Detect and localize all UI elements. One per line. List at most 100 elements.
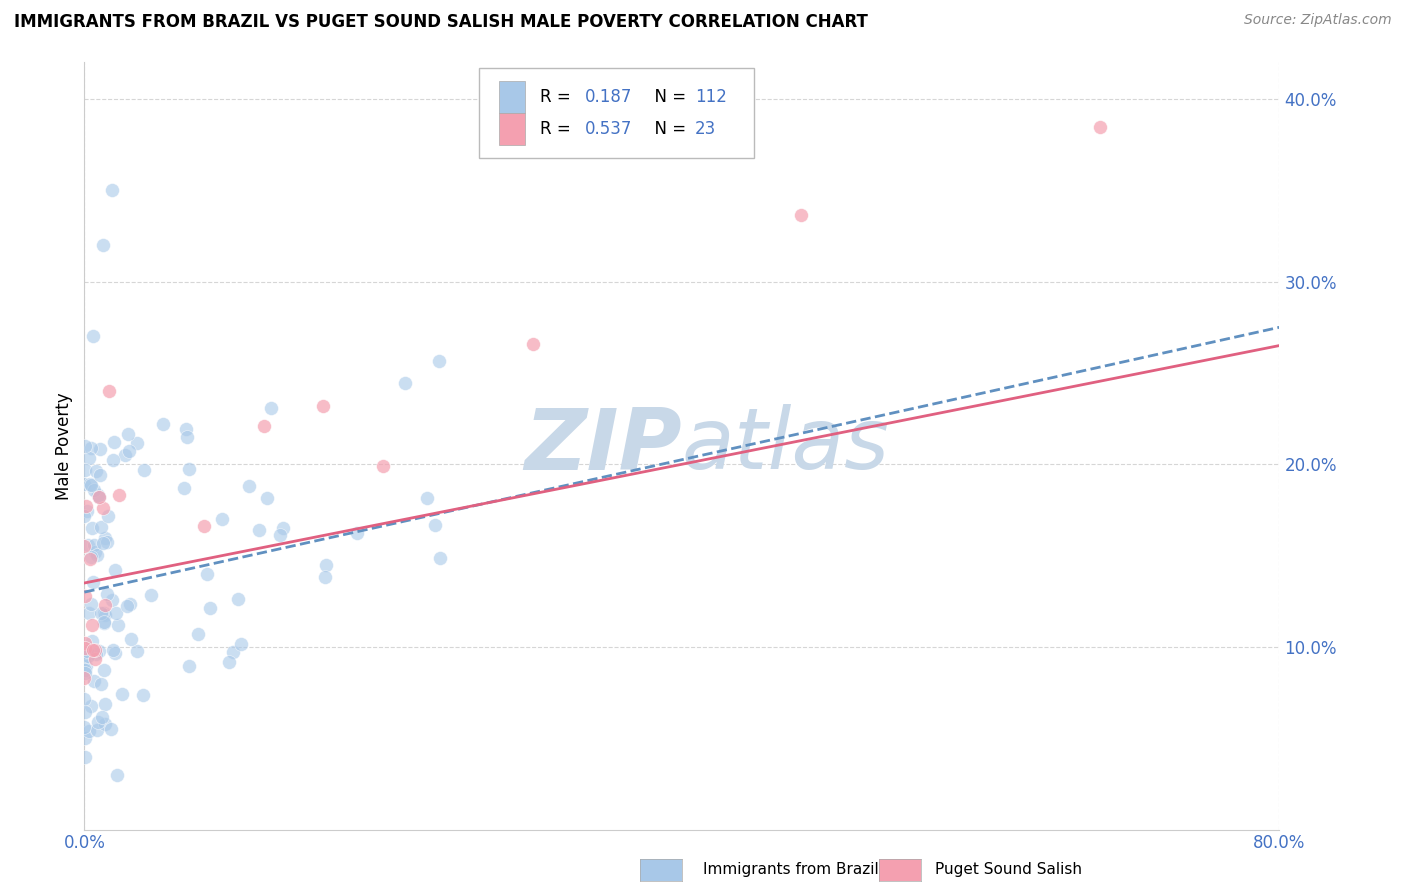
Point (75, 705, 97, 719)
Text: Puget Sound Salish: Puget Sound Salish (935, 863, 1083, 877)
Point (253, 418, 276, 433)
Point (176, 430, 198, 444)
Point (1090, 120, 1112, 134)
Point (117, 426, 139, 441)
Text: R =: R = (540, 120, 575, 138)
Point (91, 535, 114, 549)
Point (97, 509, 120, 524)
Point (107, 618, 129, 632)
Point (89, 442, 111, 457)
Point (75, 499, 97, 513)
Point (271, 521, 294, 535)
Point (179, 462, 201, 476)
Point (104, 646, 127, 660)
Point (222, 645, 245, 659)
Point (200, 601, 222, 615)
Point (423, 517, 446, 532)
Point (120, 632, 142, 647)
Point (75, 749, 97, 764)
Point (91, 710, 114, 724)
FancyBboxPatch shape (479, 68, 754, 158)
Point (87, 488, 110, 502)
Point (80, 634, 103, 648)
Point (118, 597, 141, 611)
Point (314, 570, 336, 584)
Point (93, 608, 115, 623)
Point (174, 422, 197, 436)
Point (89, 606, 111, 620)
Point (97, 384, 120, 399)
Point (373, 458, 395, 473)
Point (195, 566, 218, 581)
Point (103, 563, 125, 577)
Point (96, 535, 118, 549)
Point (73, 720, 96, 734)
Point (80, 441, 103, 455)
Point (139, 588, 162, 602)
Point (82, 329, 104, 343)
Point (91, 501, 114, 516)
Point (115, 599, 138, 614)
Text: 0.537: 0.537 (585, 120, 633, 138)
Point (82, 521, 104, 535)
Point (90, 677, 112, 691)
FancyBboxPatch shape (499, 113, 526, 145)
Point (211, 512, 233, 526)
Point (75, 659, 97, 673)
Point (86, 723, 108, 738)
Y-axis label: Male Poverty: Male Poverty (55, 392, 73, 500)
Point (79, 606, 101, 620)
Point (77, 451, 100, 466)
Point (84, 643, 107, 657)
Point (76, 649, 98, 664)
Point (73, 663, 96, 677)
Point (89, 644, 111, 658)
Point (101, 642, 124, 657)
Point (80, 698, 103, 713)
Point (173, 481, 195, 495)
Point (82, 642, 104, 657)
Point (93, 615, 115, 630)
Point (73, 635, 96, 649)
Text: Immigrants from Brazil: Immigrants from Brazil (703, 863, 879, 877)
Point (83, 545, 105, 559)
Point (127, 436, 149, 450)
Point (93, 607, 115, 621)
Point (100, 723, 122, 737)
Point (90, 520, 112, 534)
Point (91, 238, 114, 252)
Text: 0.187: 0.187 (585, 88, 633, 106)
Point (427, 354, 450, 368)
Point (93, 663, 115, 677)
Text: Source: ZipAtlas.com: Source: ZipAtlas.com (1244, 13, 1392, 28)
Point (103, 434, 125, 449)
Point (256, 491, 278, 506)
Text: N =: N = (644, 88, 690, 106)
Point (83, 538, 105, 552)
Point (94, 697, 117, 711)
Point (790, 207, 813, 221)
Point (177, 658, 200, 673)
Point (76, 504, 98, 518)
Point (103, 453, 125, 467)
Text: R =: R = (540, 88, 575, 106)
Point (77, 723, 100, 738)
Text: IMMIGRANTS FROM BRAZIL VS PUGET SOUND SALISH MALE POVERTY CORRELATION CHART: IMMIGRANTS FROM BRAZIL VS PUGET SOUND SA… (14, 13, 868, 31)
Text: 112: 112 (695, 88, 727, 106)
Point (76, 644, 98, 658)
Point (105, 768, 128, 782)
Point (346, 526, 368, 541)
Point (134, 463, 156, 477)
Point (73, 509, 96, 524)
Text: ZIP: ZIP (524, 404, 682, 488)
Point (73, 731, 96, 746)
Point (73, 477, 96, 491)
Point (73, 666, 96, 681)
Point (238, 479, 260, 493)
Point (86, 548, 108, 562)
Point (270, 527, 292, 541)
Point (247, 523, 270, 537)
Point (218, 656, 240, 670)
Point (82, 618, 104, 632)
Point (118, 444, 141, 458)
